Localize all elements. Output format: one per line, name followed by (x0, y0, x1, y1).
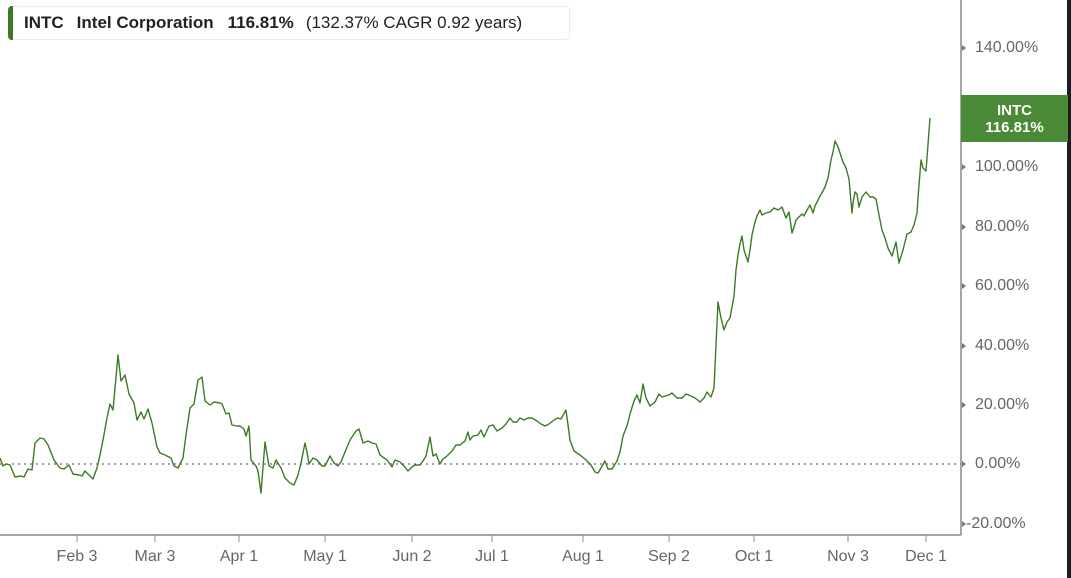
y-tick-label: 140.00% (975, 39, 1039, 56)
intc-series-line (0, 117, 931, 494)
x-tick-label: Oct 1 (734, 548, 774, 565)
y-tick-label: 40.00% (975, 337, 1030, 354)
x-tick-label: Sep 2 (648, 548, 690, 565)
x-tick-label: Jun 2 (392, 548, 432, 565)
current-value-ticker: INTC (997, 101, 1032, 119)
y-tick-label: 20.00% (975, 396, 1030, 413)
legend-company-name: Intel Corporation (76, 13, 214, 32)
current-value-tag: INTC 116.81% (961, 95, 1068, 142)
x-tick-label: May 1 (303, 548, 347, 565)
y-tick-label: 80.00% (975, 218, 1030, 235)
legend-ticker: INTC (24, 13, 64, 32)
series-legend: INTC Intel Corporation 116.81% (132.37% … (8, 6, 570, 40)
x-tick-marks (76, 535, 927, 542)
x-tick-label: Mar 3 (134, 548, 176, 565)
y-tick-label: 100.00% (975, 158, 1039, 175)
x-tick-label: Jul 1 (475, 548, 509, 565)
x-tick-label: Dec 1 (905, 548, 947, 565)
x-tick-label: Aug 1 (562, 548, 604, 565)
y-tick-label: 0.00% (975, 455, 1021, 472)
x-tick-label: Apr 1 (219, 548, 259, 565)
window-edge (1067, 0, 1071, 578)
series-color-swatch (8, 6, 13, 40)
x-tick-label: Nov 3 (827, 548, 869, 565)
legend-return: 116.81% (227, 13, 294, 32)
current-value-percent: 116.81% (985, 118, 1044, 136)
y-tick-label: 60.00% (975, 277, 1030, 294)
x-tick-label: Feb 3 (56, 548, 98, 565)
y-tick-label: -20.00% (966, 515, 1026, 532)
legend-cagr: (132.37% CAGR 0.92 years) (305, 13, 523, 32)
